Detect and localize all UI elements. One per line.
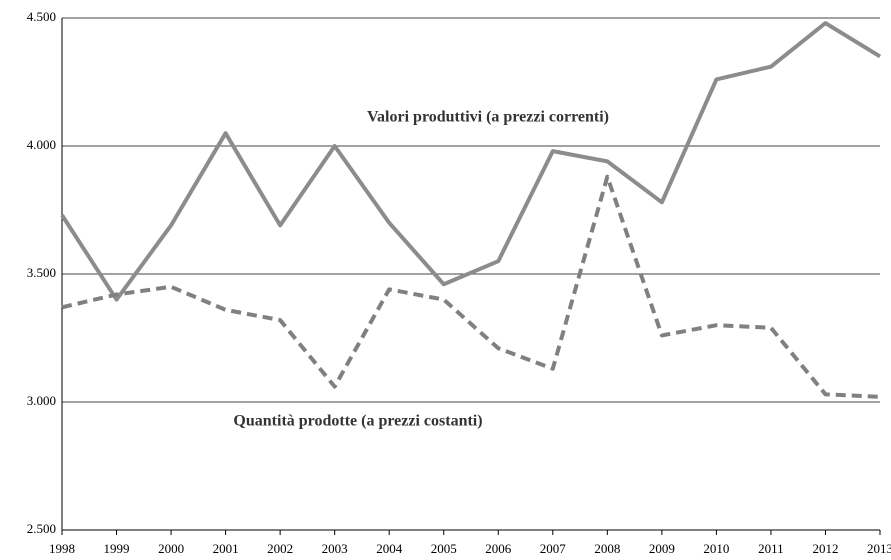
y-tick-label: 4.000 (27, 137, 56, 152)
x-tick-label: 2012 (812, 541, 838, 556)
x-tick-label: 2006 (485, 541, 512, 556)
series-annotation: Valori produttivi (a prezzi correnti) (367, 109, 609, 126)
x-tick-label: 2008 (594, 541, 620, 556)
x-tick-label: 2009 (649, 541, 675, 556)
x-tick-label: 2005 (431, 541, 457, 556)
x-tick-label: 1998 (49, 541, 75, 556)
series-line (60, 21, 882, 302)
x-tick-label: 2003 (322, 541, 348, 556)
x-tick-label: 2000 (158, 541, 184, 556)
x-tick-label: 2004 (376, 541, 403, 556)
x-tick-label: 2007 (540, 541, 567, 556)
x-tick-label: 1999 (104, 541, 130, 556)
x-tick-label: 2002 (267, 541, 293, 556)
series-line (61, 174, 881, 399)
series-annotation: Quantità prodotte (a prezzi costanti) (233, 413, 482, 430)
y-tick-label: 4.500 (27, 9, 56, 24)
x-tick-label: 2001 (213, 541, 239, 556)
y-tick-label: 3.500 (27, 265, 56, 280)
y-tick-label: 2.500 (27, 521, 56, 536)
y-tick-label: 3.000 (27, 393, 56, 408)
x-tick-label: 2013 (867, 541, 891, 556)
x-tick-label: 2010 (703, 541, 729, 556)
x-tick-label: 2011 (758, 541, 784, 556)
